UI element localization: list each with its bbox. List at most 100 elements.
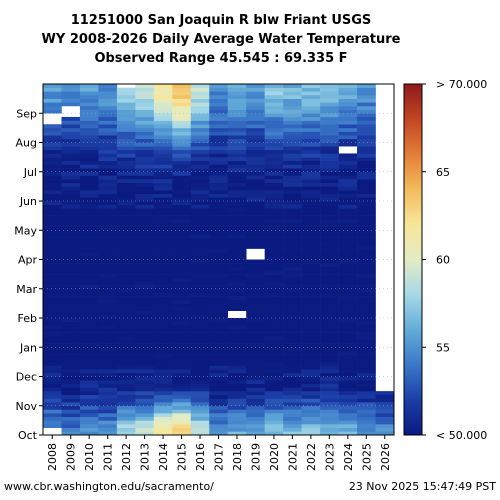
heat-cell xyxy=(283,255,302,260)
heat-cell xyxy=(357,168,376,173)
heat-cell xyxy=(264,354,284,359)
heat-cell xyxy=(135,266,155,271)
heat-cell xyxy=(357,160,376,165)
heat-cell xyxy=(116,292,136,297)
heat-cell xyxy=(116,424,136,428)
heat-cell xyxy=(227,255,247,260)
heat-cell xyxy=(190,127,210,132)
heat-cell xyxy=(301,230,321,235)
heat-cell xyxy=(61,332,81,337)
heat-cell xyxy=(172,380,192,385)
heat-cell xyxy=(264,142,284,147)
heat-cell xyxy=(172,259,192,264)
heat-cell xyxy=(172,424,192,428)
heat-cell xyxy=(209,402,229,407)
heat-cell xyxy=(153,84,173,88)
heat-cell xyxy=(61,274,81,279)
heat-cell xyxy=(227,248,247,253)
heat-cell xyxy=(227,94,247,99)
heat-cell xyxy=(153,237,173,242)
heat-cell xyxy=(301,105,321,110)
heat-cell xyxy=(190,336,210,341)
heat-cell xyxy=(61,164,81,169)
heat-cell xyxy=(153,197,173,202)
heat-cell xyxy=(283,135,302,140)
heat-cell xyxy=(301,120,321,125)
heat-cell xyxy=(135,131,155,136)
heat-cell xyxy=(116,116,136,121)
heat-cell xyxy=(264,402,284,407)
heat-cell xyxy=(320,402,339,407)
heat-cell xyxy=(264,98,284,103)
colorbar-tick-label: > 70.000 xyxy=(436,78,487,91)
heat-cell xyxy=(172,361,192,366)
heat-cell xyxy=(98,94,118,99)
heat-cell xyxy=(61,270,81,275)
heat-cell xyxy=(172,266,192,271)
heat-cell xyxy=(172,211,192,216)
heat-cell xyxy=(98,248,118,253)
x-tick-label: 2021 xyxy=(286,443,299,471)
heat-cell xyxy=(246,339,265,344)
heat-cell xyxy=(43,124,62,129)
heat-cell xyxy=(320,102,339,107)
heat-cell xyxy=(43,394,62,399)
heat-cell xyxy=(135,91,155,96)
heat-cell xyxy=(172,175,192,180)
heat-cell xyxy=(209,307,229,311)
heat-cell xyxy=(135,383,155,388)
heat-cell xyxy=(283,186,302,191)
heat-cell xyxy=(264,361,284,366)
heat-cell xyxy=(246,420,265,425)
title-line-1: 11251000 San Joaquin R blw Friant USGS xyxy=(71,13,372,28)
heat-cell xyxy=(172,288,192,293)
heat-cell xyxy=(246,237,265,242)
heat-cell xyxy=(283,339,302,344)
heat-cell xyxy=(227,222,247,227)
heat-cell xyxy=(227,427,247,432)
heat-cell xyxy=(79,109,99,114)
heat-cell xyxy=(43,102,62,107)
heat-cell xyxy=(283,222,302,227)
heat-cell xyxy=(190,186,210,191)
heat-cell xyxy=(153,164,173,169)
heat-cell xyxy=(61,175,81,180)
heat-cell xyxy=(227,87,247,92)
heat-cell xyxy=(98,332,118,337)
y-tick-label: Mar xyxy=(16,283,37,296)
heat-cell xyxy=(209,259,229,264)
heat-cell xyxy=(98,270,118,275)
heat-cell xyxy=(320,211,339,216)
heat-cell xyxy=(227,372,247,377)
heat-cell xyxy=(209,233,229,238)
heat-cell xyxy=(153,321,173,326)
heat-cell xyxy=(172,420,192,425)
heat-cell xyxy=(79,391,99,396)
heat-cell xyxy=(357,321,376,326)
heat-cell xyxy=(172,157,192,162)
title-line-3: Observed Range 45.545 : 69.335 F xyxy=(94,51,347,66)
heat-cell xyxy=(98,402,118,407)
heat-cell xyxy=(172,204,192,209)
heat-cell xyxy=(98,413,118,418)
heat-cell xyxy=(116,244,136,249)
heat-cell xyxy=(153,292,173,297)
heat-cell xyxy=(338,142,358,147)
heat-cell xyxy=(227,292,247,297)
heat-cell xyxy=(357,263,376,268)
heat-cell xyxy=(172,179,192,184)
heat-cell xyxy=(43,347,62,352)
heat-cell xyxy=(61,135,81,140)
heat-cell xyxy=(209,175,229,180)
heat-cell xyxy=(172,171,192,176)
heat-cell xyxy=(116,197,136,202)
heat-cell xyxy=(172,336,192,341)
heat-cell xyxy=(116,296,136,301)
heat-cell xyxy=(98,233,118,238)
heat-cell xyxy=(264,409,284,414)
heat-cell xyxy=(135,127,155,132)
heat-cell xyxy=(172,120,192,125)
heat-cell xyxy=(172,190,192,194)
y-tick-label: Jun xyxy=(19,195,37,208)
